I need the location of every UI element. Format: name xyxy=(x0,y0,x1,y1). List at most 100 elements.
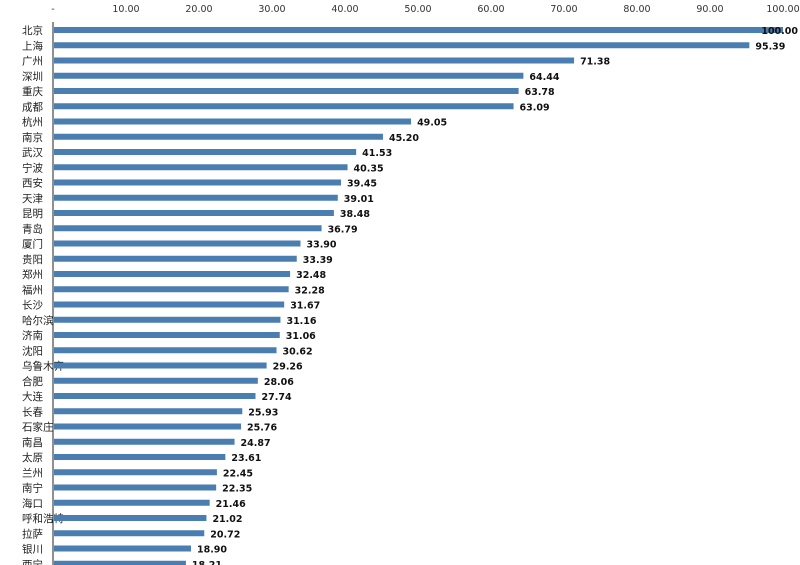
value-labels: 100.00 95.39 71.38 64.44 63.78 63.09 49.05 45.2… xyxy=(192,26,798,565)
category-label: 西宁 xyxy=(22,558,43,565)
bar xyxy=(54,255,297,262)
value-label: 95.39 xyxy=(755,41,785,52)
value-label: 31.16 xyxy=(286,316,316,327)
bar xyxy=(54,27,783,33)
value-label: 21.46 xyxy=(216,499,246,510)
x-tick-label: 30.00 xyxy=(258,4,285,15)
category-label: 福州 xyxy=(22,283,43,296)
category-label: 乌鲁木齐 xyxy=(22,360,64,373)
bar xyxy=(54,42,750,49)
category-label: 西安 xyxy=(22,177,43,190)
y-axis: 北京上海广州深圳重庆成都杭州南京武汉宁波西安天津昆明青岛厦门贵阳郑州福州长沙哈尔… xyxy=(22,22,64,565)
category-label: 北京 xyxy=(22,24,43,37)
value-label: 18.21 xyxy=(192,560,222,565)
value-label: 22.45 xyxy=(223,468,253,479)
category-label: 石家庄 xyxy=(22,421,54,434)
category-label: 银川 xyxy=(22,543,43,556)
x-tick-label: 20.00 xyxy=(185,4,212,15)
value-label: 45.20 xyxy=(389,133,419,144)
category-label: 青岛 xyxy=(22,222,43,235)
bar xyxy=(54,179,341,186)
bar xyxy=(54,347,277,354)
bar xyxy=(54,423,242,430)
value-label: 64.44 xyxy=(529,72,559,83)
category-label: 长沙 xyxy=(22,300,43,312)
x-tick-label: - xyxy=(51,4,54,15)
value-label: 28.06 xyxy=(264,377,294,388)
x-axis: - 10.00 20.00 30.00 40.00 50.00 60.00 70.00 80.0… xyxy=(51,4,799,15)
category-label: 哈尔滨 xyxy=(22,314,54,327)
value-label: 39.01 xyxy=(344,194,374,205)
category-label: 昆明 xyxy=(22,208,43,220)
category-label: 济南 xyxy=(22,329,43,342)
bar xyxy=(54,454,226,460)
bar xyxy=(54,560,186,565)
value-label: 36.79 xyxy=(328,224,358,235)
bar xyxy=(54,57,575,64)
x-tick-label: 40.00 xyxy=(331,4,358,15)
bar xyxy=(54,240,301,247)
bar xyxy=(54,530,205,537)
value-label: 30.62 xyxy=(283,346,313,357)
value-label: 33.90 xyxy=(306,240,336,251)
bar xyxy=(54,545,191,552)
bar xyxy=(54,499,210,506)
category-label: 海口 xyxy=(22,497,43,510)
value-label: 18.90 xyxy=(197,545,227,556)
value-label: 27.74 xyxy=(262,392,292,403)
bars xyxy=(54,27,783,565)
bar xyxy=(54,149,357,155)
category-label: 兰州 xyxy=(22,466,43,479)
bar xyxy=(54,377,258,384)
x-tick-label: 60.00 xyxy=(477,4,504,15)
bar xyxy=(54,469,217,476)
category-label: 长春 xyxy=(22,406,43,418)
category-label: 武汉 xyxy=(22,146,43,159)
category-label: 重庆 xyxy=(22,85,43,98)
category-label: 成都 xyxy=(22,101,43,113)
x-tick-label: 10.00 xyxy=(112,4,139,15)
value-label: 25.93 xyxy=(248,407,278,418)
value-label: 41.53 xyxy=(362,148,392,159)
value-label: 40.35 xyxy=(354,163,384,174)
category-label: 沈阳 xyxy=(22,344,43,357)
category-label: 南昌 xyxy=(22,436,43,449)
category-label: 厦门 xyxy=(22,238,43,251)
category-label: 广州 xyxy=(22,56,43,68)
category-label: 宁波 xyxy=(22,161,43,174)
bar xyxy=(54,393,256,399)
bar xyxy=(54,515,207,521)
category-label: 大连 xyxy=(22,390,43,403)
bar xyxy=(54,210,334,216)
x-tick-label: 90.00 xyxy=(696,4,723,15)
value-label: 32.28 xyxy=(295,285,325,296)
bar xyxy=(54,225,322,232)
bar xyxy=(54,438,235,445)
category-label: 郑州 xyxy=(22,268,43,281)
bar xyxy=(54,118,412,125)
bar xyxy=(54,72,524,79)
bar xyxy=(54,164,348,171)
bar xyxy=(54,301,285,308)
value-label: 32.48 xyxy=(296,270,326,281)
x-tick-label: 80.00 xyxy=(623,4,650,15)
x-tick-label: 100.00 xyxy=(766,4,799,15)
value-label: 63.78 xyxy=(525,87,555,98)
value-label: 23.61 xyxy=(231,453,261,464)
x-tick-label: 70.00 xyxy=(550,4,577,15)
value-label: 20.72 xyxy=(210,529,240,540)
value-label: 31.06 xyxy=(286,331,316,342)
category-label: 南京 xyxy=(22,131,43,144)
bar xyxy=(54,103,514,110)
bar xyxy=(54,286,289,293)
value-label: 49.05 xyxy=(417,118,447,129)
category-label: 上海 xyxy=(22,39,43,52)
value-label: 29.26 xyxy=(273,362,303,373)
bar xyxy=(54,362,267,369)
category-label: 太原 xyxy=(22,451,43,464)
value-label: 63.09 xyxy=(520,102,550,113)
bar xyxy=(54,194,338,201)
value-label: 71.38 xyxy=(580,57,610,68)
value-label: 100.00 xyxy=(761,26,798,37)
bar xyxy=(54,133,383,140)
